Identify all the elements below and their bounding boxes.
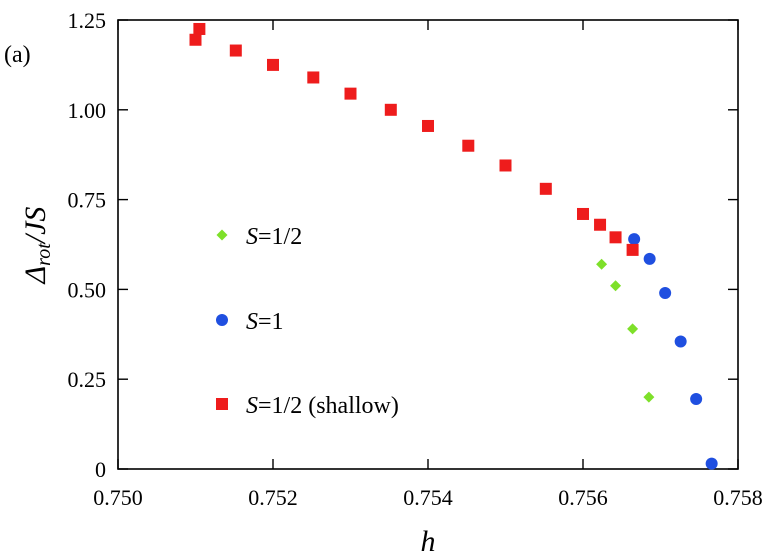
y-tick-label: 0.25 bbox=[68, 367, 107, 392]
data-point-square bbox=[594, 218, 607, 231]
data-points bbox=[189, 22, 718, 470]
data-point-square bbox=[626, 243, 639, 256]
y-axis-label-base: Δ bbox=[19, 266, 52, 285]
x-tick-label: 0.756 bbox=[558, 485, 608, 510]
data-point-square bbox=[384, 103, 397, 116]
data-point-square bbox=[344, 87, 357, 100]
x-tick-label: 0.754 bbox=[403, 485, 453, 510]
legend-label: S=1 bbox=[246, 309, 284, 335]
legend-label-italic: S bbox=[246, 309, 258, 335]
legend-label-italic: S bbox=[246, 224, 258, 250]
data-point-square bbox=[609, 231, 622, 244]
data-point-square bbox=[462, 139, 475, 152]
y-tick-label: 0.50 bbox=[68, 277, 107, 302]
data-point-diamond bbox=[610, 280, 622, 292]
y-axis-label-suffix: /JS bbox=[19, 207, 52, 246]
legend-marker-square bbox=[216, 398, 228, 410]
data-point-diamond bbox=[643, 391, 655, 403]
y-tick-label: 0 bbox=[95, 457, 106, 482]
data-point-square bbox=[307, 71, 320, 84]
data-point-circle bbox=[674, 335, 687, 348]
y-axis-label: Δrot/JS bbox=[19, 207, 55, 285]
legend-marker-diamond bbox=[216, 229, 228, 241]
x-tick-label: 0.752 bbox=[248, 485, 298, 510]
data-point-square bbox=[193, 22, 206, 35]
data-point-square bbox=[189, 33, 202, 46]
plot-frame bbox=[117, 19, 739, 470]
data-point-circle bbox=[690, 392, 703, 405]
axis-labels: (a) h Δrot/JS bbox=[4, 42, 436, 556]
legend-label-rest: =1/2 bbox=[258, 224, 302, 250]
y-tick-label: 1.00 bbox=[68, 98, 107, 123]
y-tick-label: 1.25 bbox=[68, 8, 107, 33]
legend-label: S=1/2 (shallow) bbox=[246, 393, 399, 419]
data-point-square bbox=[229, 44, 242, 57]
legend-label-rest: =1 bbox=[258, 309, 284, 335]
data-point-diamond bbox=[596, 258, 608, 270]
legend-label-italic: S bbox=[246, 393, 258, 419]
legend-label-rest: =1/2 (shallow) bbox=[258, 393, 399, 419]
data-point-circle bbox=[628, 233, 641, 246]
data-point-diamond bbox=[627, 323, 639, 335]
x-axis-label: h bbox=[421, 525, 436, 556]
plot-border bbox=[117, 19, 739, 470]
data-point-circle bbox=[659, 286, 672, 299]
legend-label: S=1/2 bbox=[246, 224, 302, 250]
panel-label: (a) bbox=[4, 42, 31, 68]
x-tick-label: 0.750 bbox=[93, 485, 143, 510]
data-point-square bbox=[577, 207, 589, 220]
axis-ticks: 0.750 0.752 0.754 0.756 0.758 0 0.25 0.50 0.75 1.… bbox=[68, 8, 763, 510]
y-tick-label: 0.75 bbox=[68, 188, 107, 213]
y-axis-label-subscript: rot bbox=[33, 243, 55, 266]
data-point-square bbox=[422, 119, 434, 132]
data-point-square bbox=[499, 159, 512, 172]
data-point-circle bbox=[643, 252, 656, 265]
x-tick-label: 0.758 bbox=[713, 485, 763, 510]
legend-marker-circle bbox=[216, 314, 228, 326]
legend: S=1/2S=1S=1/2 (shallow) bbox=[216, 224, 399, 419]
data-point-square bbox=[539, 182, 552, 195]
data-point-square bbox=[267, 58, 279, 71]
data-point-circle bbox=[705, 457, 718, 470]
